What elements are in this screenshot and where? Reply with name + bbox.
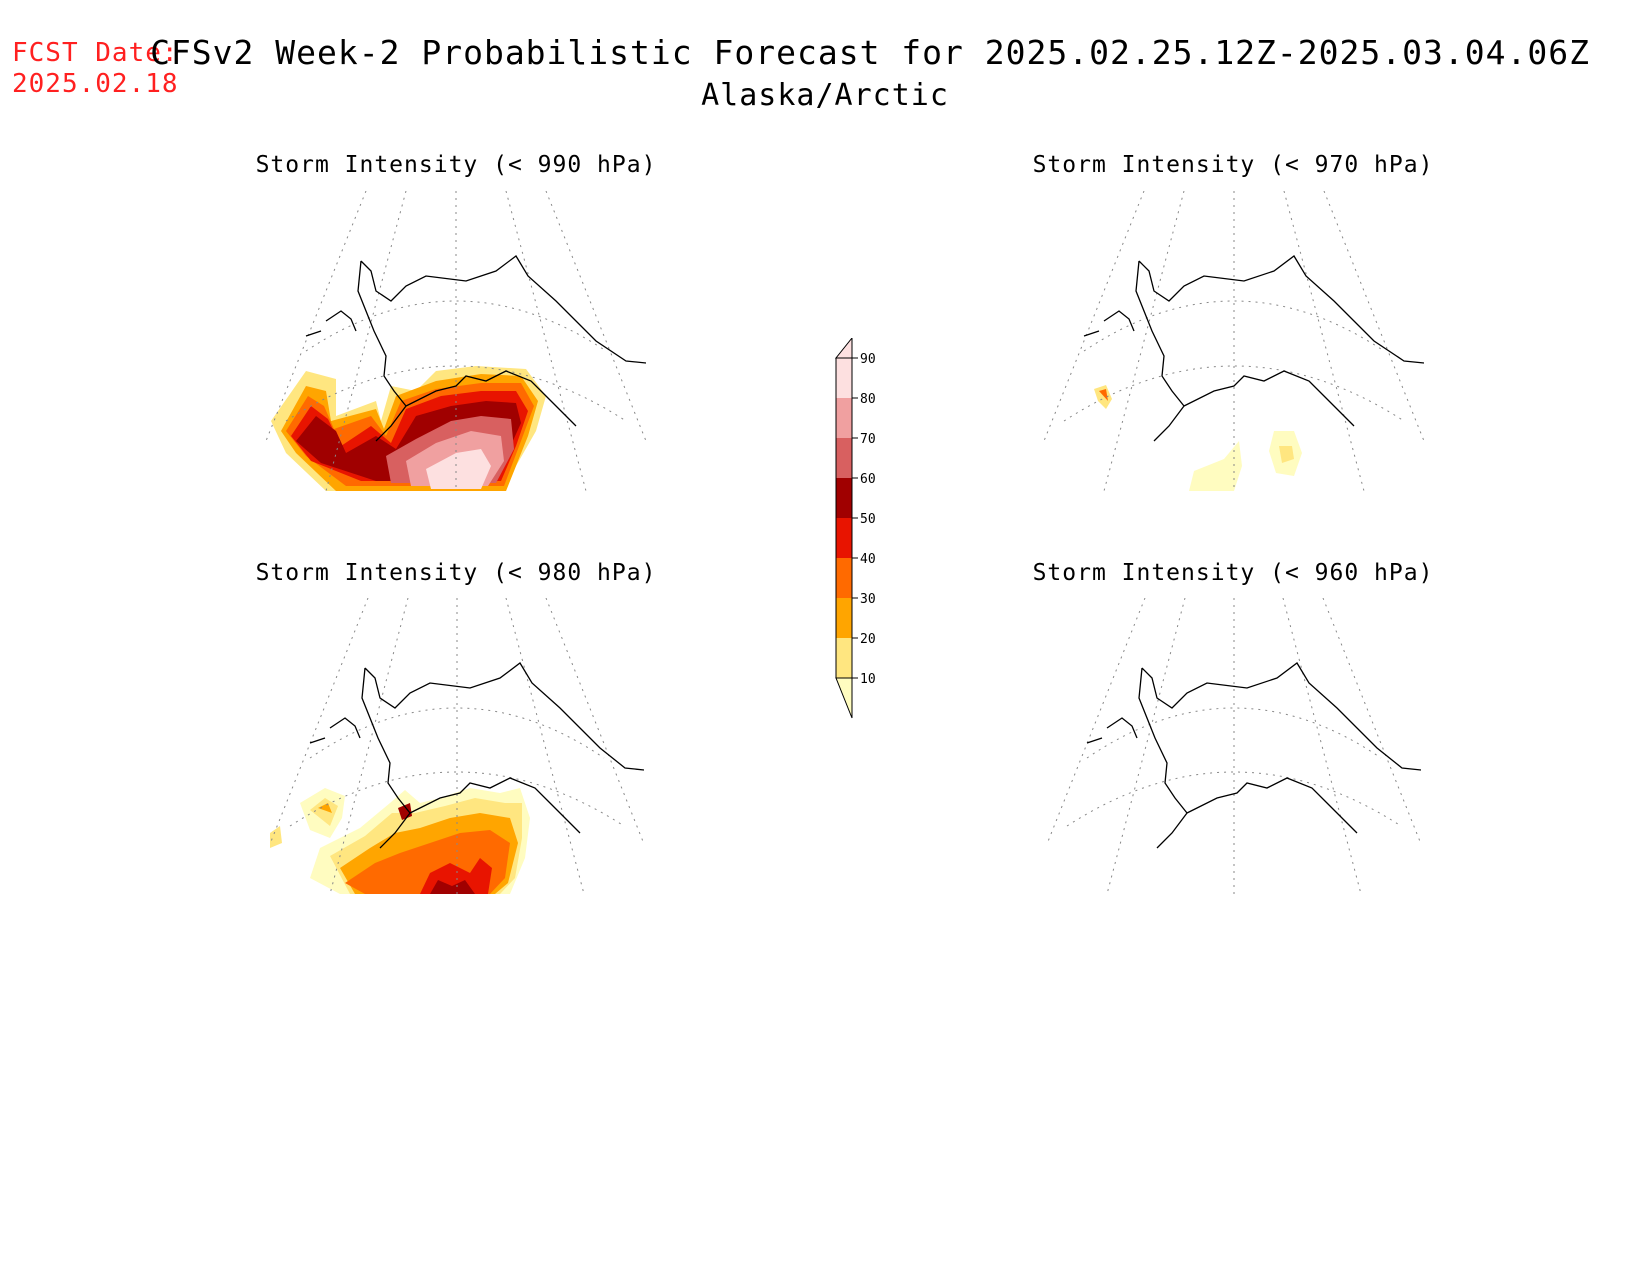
- panel-title-970: Storm Intensity (< 970 hPa): [1032, 152, 1434, 178]
- colorbar-label: 80: [860, 392, 876, 407]
- graticule: [1047, 598, 1421, 894]
- colorbar-label: 20: [860, 632, 876, 647]
- colorbar-label: 40: [860, 552, 876, 567]
- probability-fill: [1094, 385, 1302, 491]
- main-title: CFSv2 Week-2 Probabilistic Forecast for …: [150, 33, 1590, 72]
- colorbar-bottom-arrow: [835, 677, 853, 719]
- colorbar-label: 10: [860, 672, 876, 687]
- map-panel-970: [1044, 191, 1424, 491]
- alaska-coastline: [1083, 255, 1424, 442]
- probability-fill: [270, 788, 530, 894]
- region-title: Alaska/Arctic: [701, 78, 949, 113]
- colorbar-bin: [836, 478, 852, 518]
- graticule: [1044, 191, 1424, 491]
- probability-fill: [271, 366, 546, 491]
- forecast-date-value: 2025.02.18: [12, 69, 179, 99]
- colorbar-bin: [836, 518, 852, 558]
- colorbar-bin: [836, 398, 852, 438]
- colorbar-label: 50: [860, 512, 876, 527]
- forecast-date-label: FCST Date:: [12, 38, 179, 68]
- colorbar-label: 60: [860, 472, 876, 487]
- panel-title-980: Storm Intensity (< 980 hPa): [255, 560, 657, 586]
- colorbar-label: 90: [860, 352, 876, 367]
- probability-colorbar: 90 80 70 60 50 40 30 20 10: [834, 338, 876, 719]
- graticule: [266, 191, 646, 491]
- colorbar-bin: [836, 598, 852, 638]
- colorbar-label: 70: [860, 432, 876, 447]
- map-panel-960: [1047, 598, 1421, 894]
- alaska-coastline: [1086, 662, 1421, 849]
- panel-title-990: Storm Intensity (< 990 hPa): [255, 152, 657, 178]
- panel-title-960: Storm Intensity (< 960 hPa): [1032, 560, 1434, 586]
- colorbar-bin: [836, 558, 852, 598]
- colorbar-top-arrow: [834, 338, 853, 359]
- colorbar-bin: [836, 358, 852, 398]
- colorbar-bin: [836, 638, 852, 678]
- forecast-date: FCST Date: 2025.02.18: [12, 38, 179, 100]
- map-panel-980: [270, 598, 644, 894]
- colorbar-label: 30: [860, 592, 876, 607]
- alaska-coastline: [309, 662, 644, 849]
- colorbar-bin: [836, 438, 852, 478]
- alaska-coastline: [305, 255, 646, 442]
- map-panel-990: [266, 191, 646, 491]
- graticule: [270, 598, 644, 894]
